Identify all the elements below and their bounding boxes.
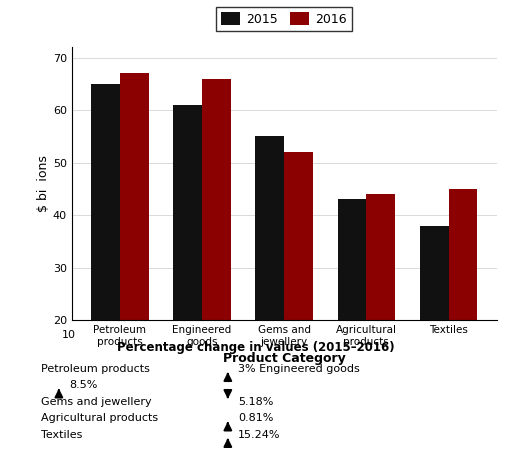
Bar	[449, 189, 477, 425]
Text: Percentage change in values (2015–2016): Percentage change in values (2015–2016)	[117, 341, 395, 355]
Text: 0.81%: 0.81%	[238, 413, 273, 423]
Bar	[367, 194, 395, 425]
Text: 15.24%: 15.24%	[238, 430, 281, 439]
Text: Agricultural products: Agricultural products	[41, 413, 158, 423]
Bar	[255, 137, 284, 425]
Text: 10: 10	[62, 330, 76, 340]
X-axis label: Product Category: Product Category	[223, 352, 346, 365]
Bar	[337, 199, 367, 425]
Text: Petroleum products: Petroleum products	[41, 364, 150, 374]
Text: 3% Engineered goods: 3% Engineered goods	[238, 364, 360, 374]
Bar	[420, 226, 449, 425]
Text: Gems and jewellery: Gems and jewellery	[41, 397, 152, 406]
Bar	[284, 152, 313, 425]
Legend: 2015, 2016: 2015, 2016	[216, 7, 352, 31]
Bar	[173, 105, 202, 425]
Bar	[202, 79, 231, 425]
Text: 5.18%: 5.18%	[238, 397, 273, 406]
Text: Textiles: Textiles	[41, 430, 82, 439]
Y-axis label: $ bi  ions: $ bi ions	[37, 155, 50, 212]
Bar	[120, 73, 148, 425]
Bar	[91, 84, 120, 425]
Text: 8.5%: 8.5%	[69, 380, 97, 390]
